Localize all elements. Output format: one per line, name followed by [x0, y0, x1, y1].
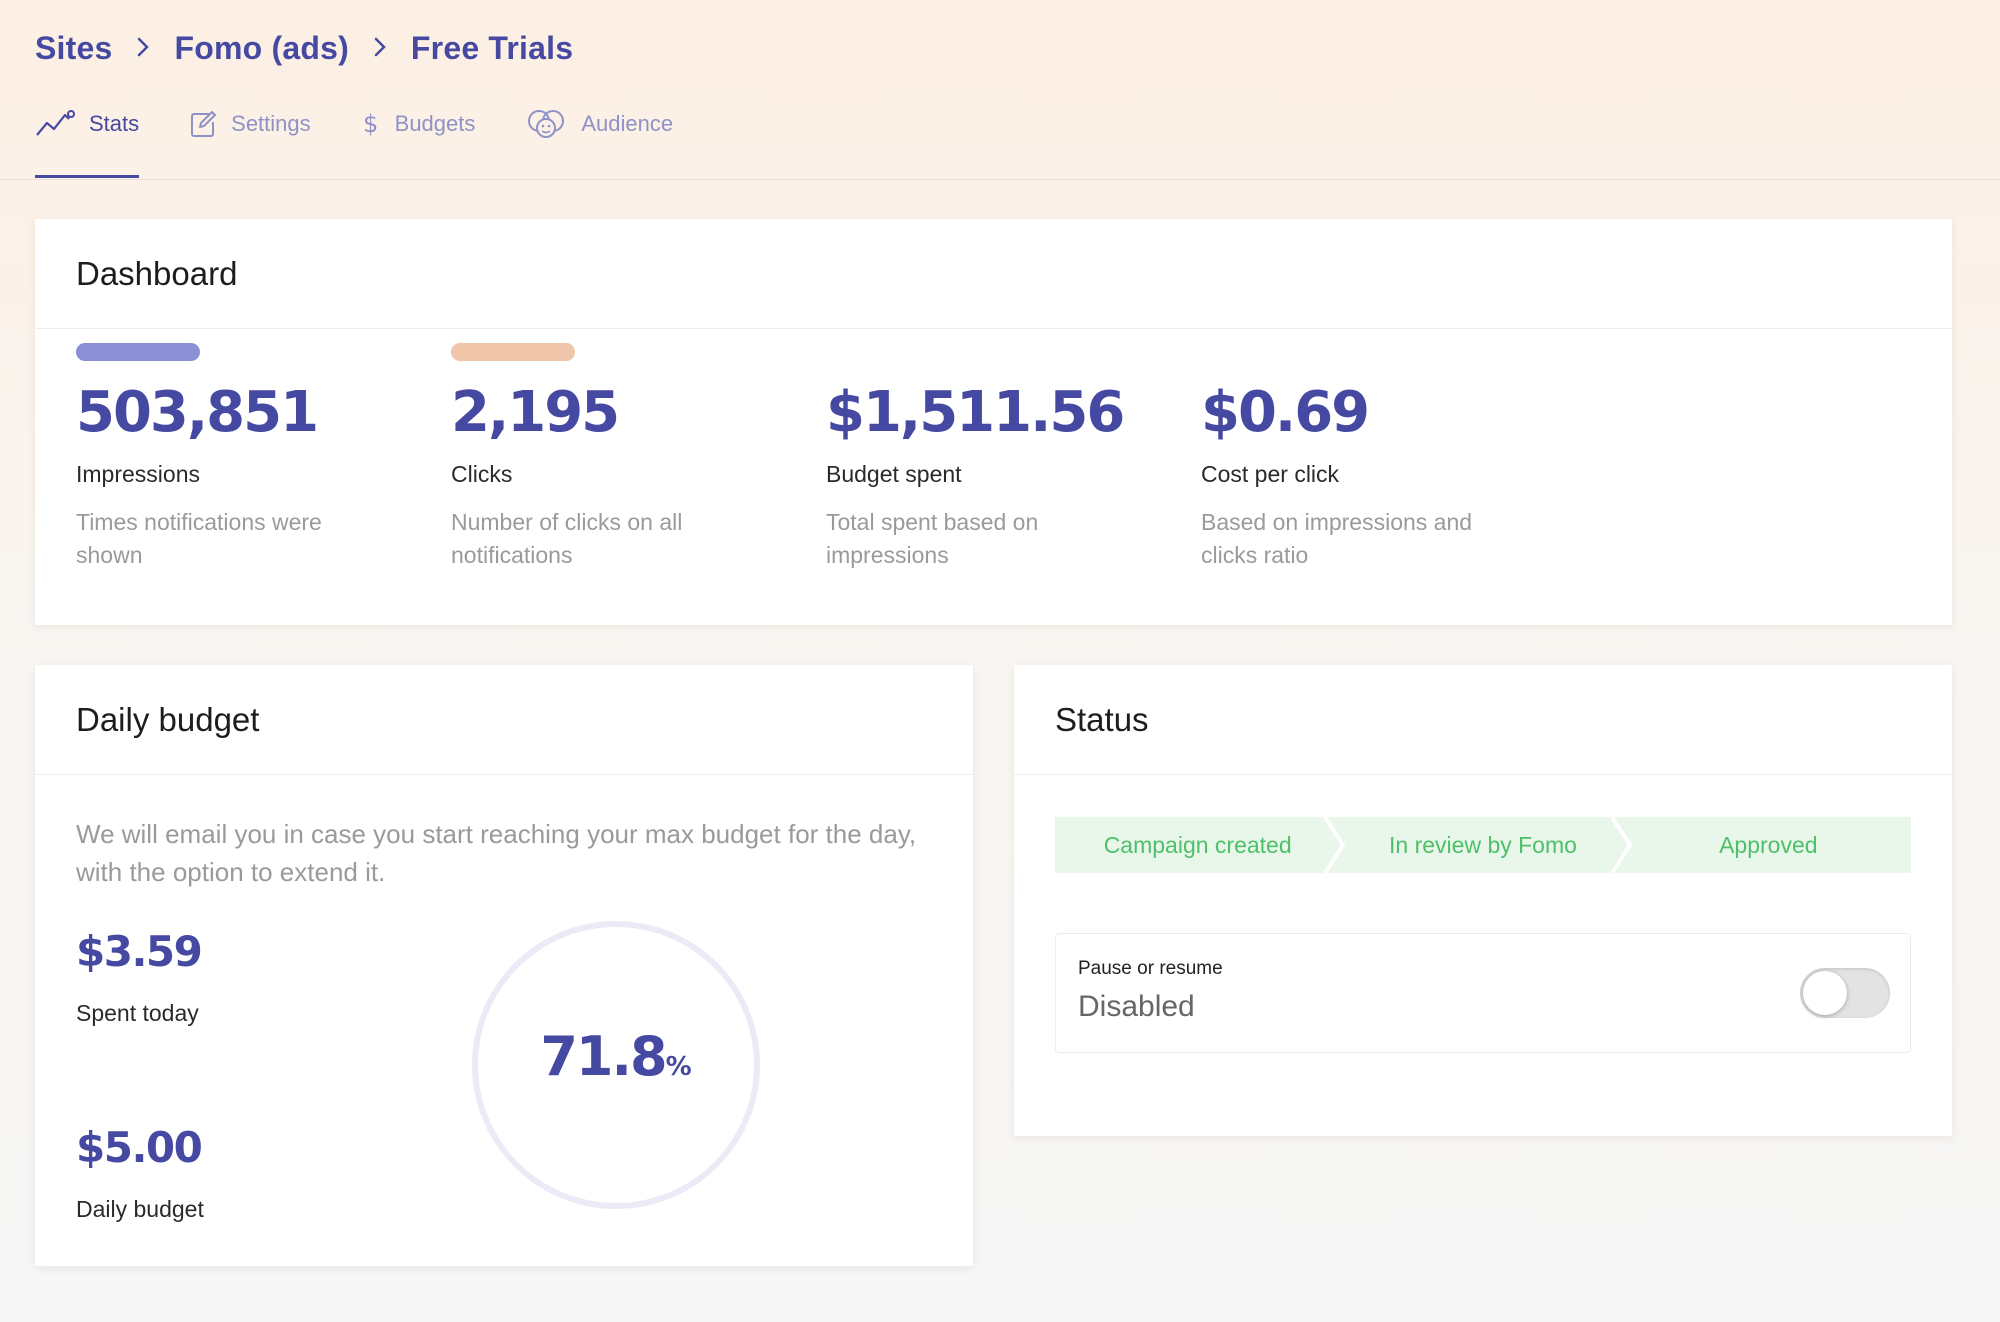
- metric-description: Times notifications were shown: [76, 509, 322, 568]
- status-steps: Campaign created In review by Fomo Appro…: [1055, 817, 1911, 873]
- daily-budget-card: Daily budget We will email you in case y…: [35, 665, 973, 1266]
- metric-value: 2,195: [451, 380, 620, 445]
- metric-label: Clicks: [451, 461, 513, 487]
- metric-clicks: 2,195 Clicks Number of clicks on all not…: [451, 343, 751, 572]
- budget-percent-value: 71.8: [540, 1025, 667, 1088]
- metric-value: $1,511.56: [826, 380, 1125, 445]
- step-campaign-created: Campaign created: [1055, 817, 1341, 873]
- chevron-right-icon: [136, 32, 150, 65]
- spent-today-label: Spent today: [76, 1000, 199, 1026]
- metric-value: 503,851: [76, 380, 319, 445]
- metric-value: $0.69: [1201, 380, 1370, 445]
- spent-today-value: $3.59: [76, 927, 203, 976]
- step-divider: [1323, 817, 1346, 873]
- step-approved: Approved: [1625, 817, 1911, 873]
- budget-progress-ring: [472, 921, 760, 1209]
- percent-sign: %: [665, 1052, 692, 1082]
- daily-budget-description: We will email you in case you start reac…: [76, 819, 917, 887]
- metric-budget-spent: $1,511.56 Budget spent Total spent based…: [826, 343, 1126, 572]
- toggle-knob: [1803, 971, 1847, 1015]
- metric-description: Based on impressions and clicks ratio: [1201, 509, 1473, 568]
- dashboard-card: Dashboard 503,851 Impressions Times noti…: [35, 219, 1952, 625]
- tab-label: Settings: [231, 111, 311, 136]
- metric-description: Total spent based on impressions: [826, 509, 1039, 568]
- tab-label: Stats: [89, 111, 140, 136]
- daily-budget-value: $5.00: [76, 1123, 203, 1172]
- tab-settings[interactable]: Settings: [189, 100, 311, 148]
- dollar-icon: $: [363, 110, 378, 138]
- metric-description: Number of clicks on all notifications: [451, 509, 683, 568]
- tab-budgets[interactable]: $ Budgets: [361, 100, 476, 148]
- trend-line-icon: [36, 110, 75, 136]
- tab-bar: Stats Settings $ Budgets Audie: [35, 100, 723, 180]
- tab-audience[interactable]: Audience: [525, 100, 673, 148]
- card-title: Status: [1014, 665, 1952, 775]
- status-card: Status Campaign created In review by Fom…: [1014, 665, 1952, 1136]
- step-divider: [1610, 817, 1633, 873]
- breadcrumb-current: Free Trials: [410, 29, 574, 66]
- metric-impressions: 503,851 Impressions Times notifications …: [76, 343, 376, 572]
- breadcrumb-site[interactable]: Fomo (ads): [174, 29, 349, 66]
- card-title: Dashboard: [35, 219, 1952, 329]
- svg-text:$: $: [363, 110, 378, 138]
- metric-cost-per-click: $0.69 Cost per click Based on impression…: [1201, 343, 1501, 572]
- card-title: Daily budget: [35, 665, 973, 775]
- metric-color-bar: [451, 343, 575, 361]
- tab-label: Audience: [581, 111, 674, 136]
- metric-label: Cost per click: [1201, 461, 1340, 487]
- metric-label: Budget spent: [826, 461, 962, 487]
- breadcrumb: Sites Fomo (ads) Free Trials: [35, 26, 573, 70]
- budget-percent: 71.8%: [471, 1025, 761, 1088]
- toggle-state: Disabled: [1078, 990, 1195, 1023]
- daily-budget-label: Daily budget: [76, 1196, 204, 1222]
- edit-icon: [191, 111, 217, 137]
- pause-resume-toggle[interactable]: [1800, 968, 1890, 1018]
- metric-label: Impressions: [76, 461, 200, 487]
- tab-stats[interactable]: Stats: [35, 100, 140, 178]
- breadcrumb-sites[interactable]: Sites: [35, 29, 113, 66]
- tab-label: Budgets: [394, 111, 476, 136]
- page-header: Sites Fomo (ads) Free Trials Stats Setti…: [0, 0, 2000, 180]
- faces-icon: [528, 110, 565, 138]
- pause-resume-box: Pause or resume Disabled: [1055, 933, 1911, 1053]
- metric-color-bar: [76, 343, 200, 361]
- chevron-right-icon: [373, 32, 387, 65]
- step-in-review: In review by Fomo: [1340, 817, 1626, 873]
- toggle-label: Pause or resume: [1078, 958, 1223, 979]
